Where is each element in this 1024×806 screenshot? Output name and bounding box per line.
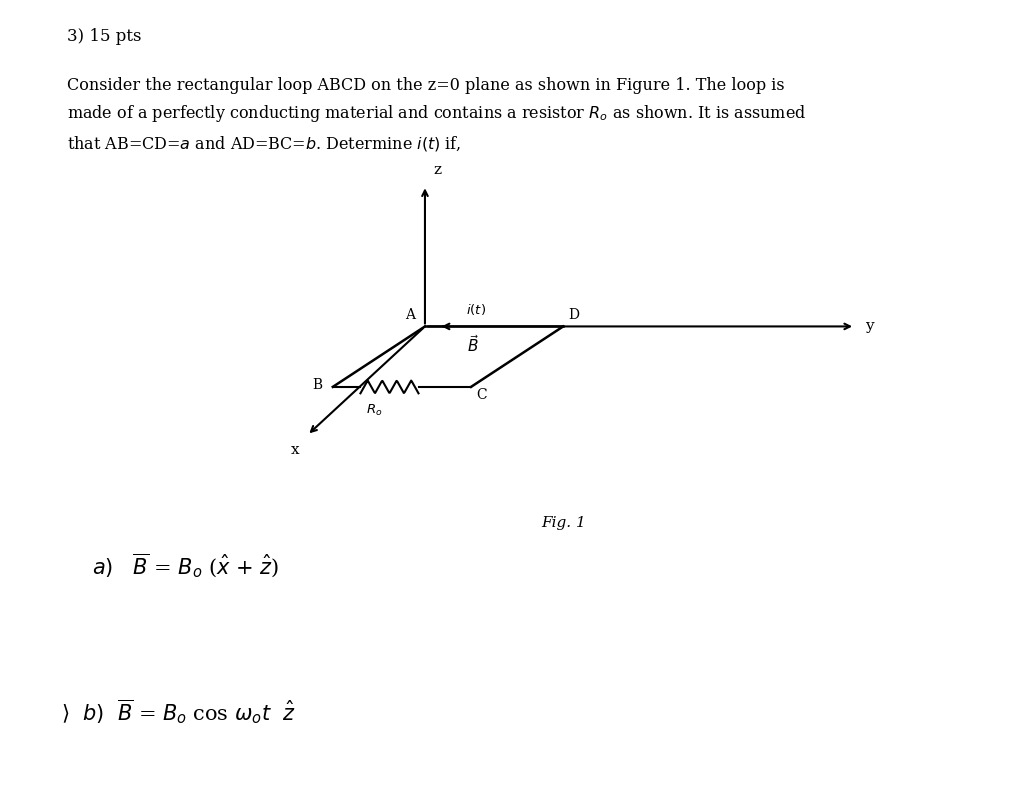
Text: z: z [433,164,441,177]
Text: D: D [568,309,580,322]
Text: B: B [312,378,323,393]
Text: x: x [291,443,299,457]
Text: $\vec{B}$: $\vec{B}$ [467,334,480,355]
Text: $i(t)$: $i(t)$ [466,301,486,317]
Text: $R_o$: $R_o$ [367,403,383,418]
Text: Fig. 1: Fig. 1 [541,516,586,530]
Text: $a)$   $\overline{B}$ = $B_o$ ($\hat{x}$ + $\hat{z}$): $a)$ $\overline{B}$ = $B_o$ ($\hat{x}$ +… [92,552,280,580]
Text: $\mathsf{\rangle}$  $b)$  $\overline{B}$ = $B_o$ cos $\omega_o t$  $\hat{z}$: $\mathsf{\rangle}$ $b)$ $\overline{B}$ =… [61,697,297,726]
Text: A: A [404,309,415,322]
Text: C: C [476,388,486,402]
Text: y: y [865,319,873,334]
Text: Consider the rectangular loop ABCD on the z=0 plane as shown in Figure 1. The lo: Consider the rectangular loop ABCD on th… [67,77,806,153]
Text: 3) 15 pts: 3) 15 pts [67,28,141,45]
